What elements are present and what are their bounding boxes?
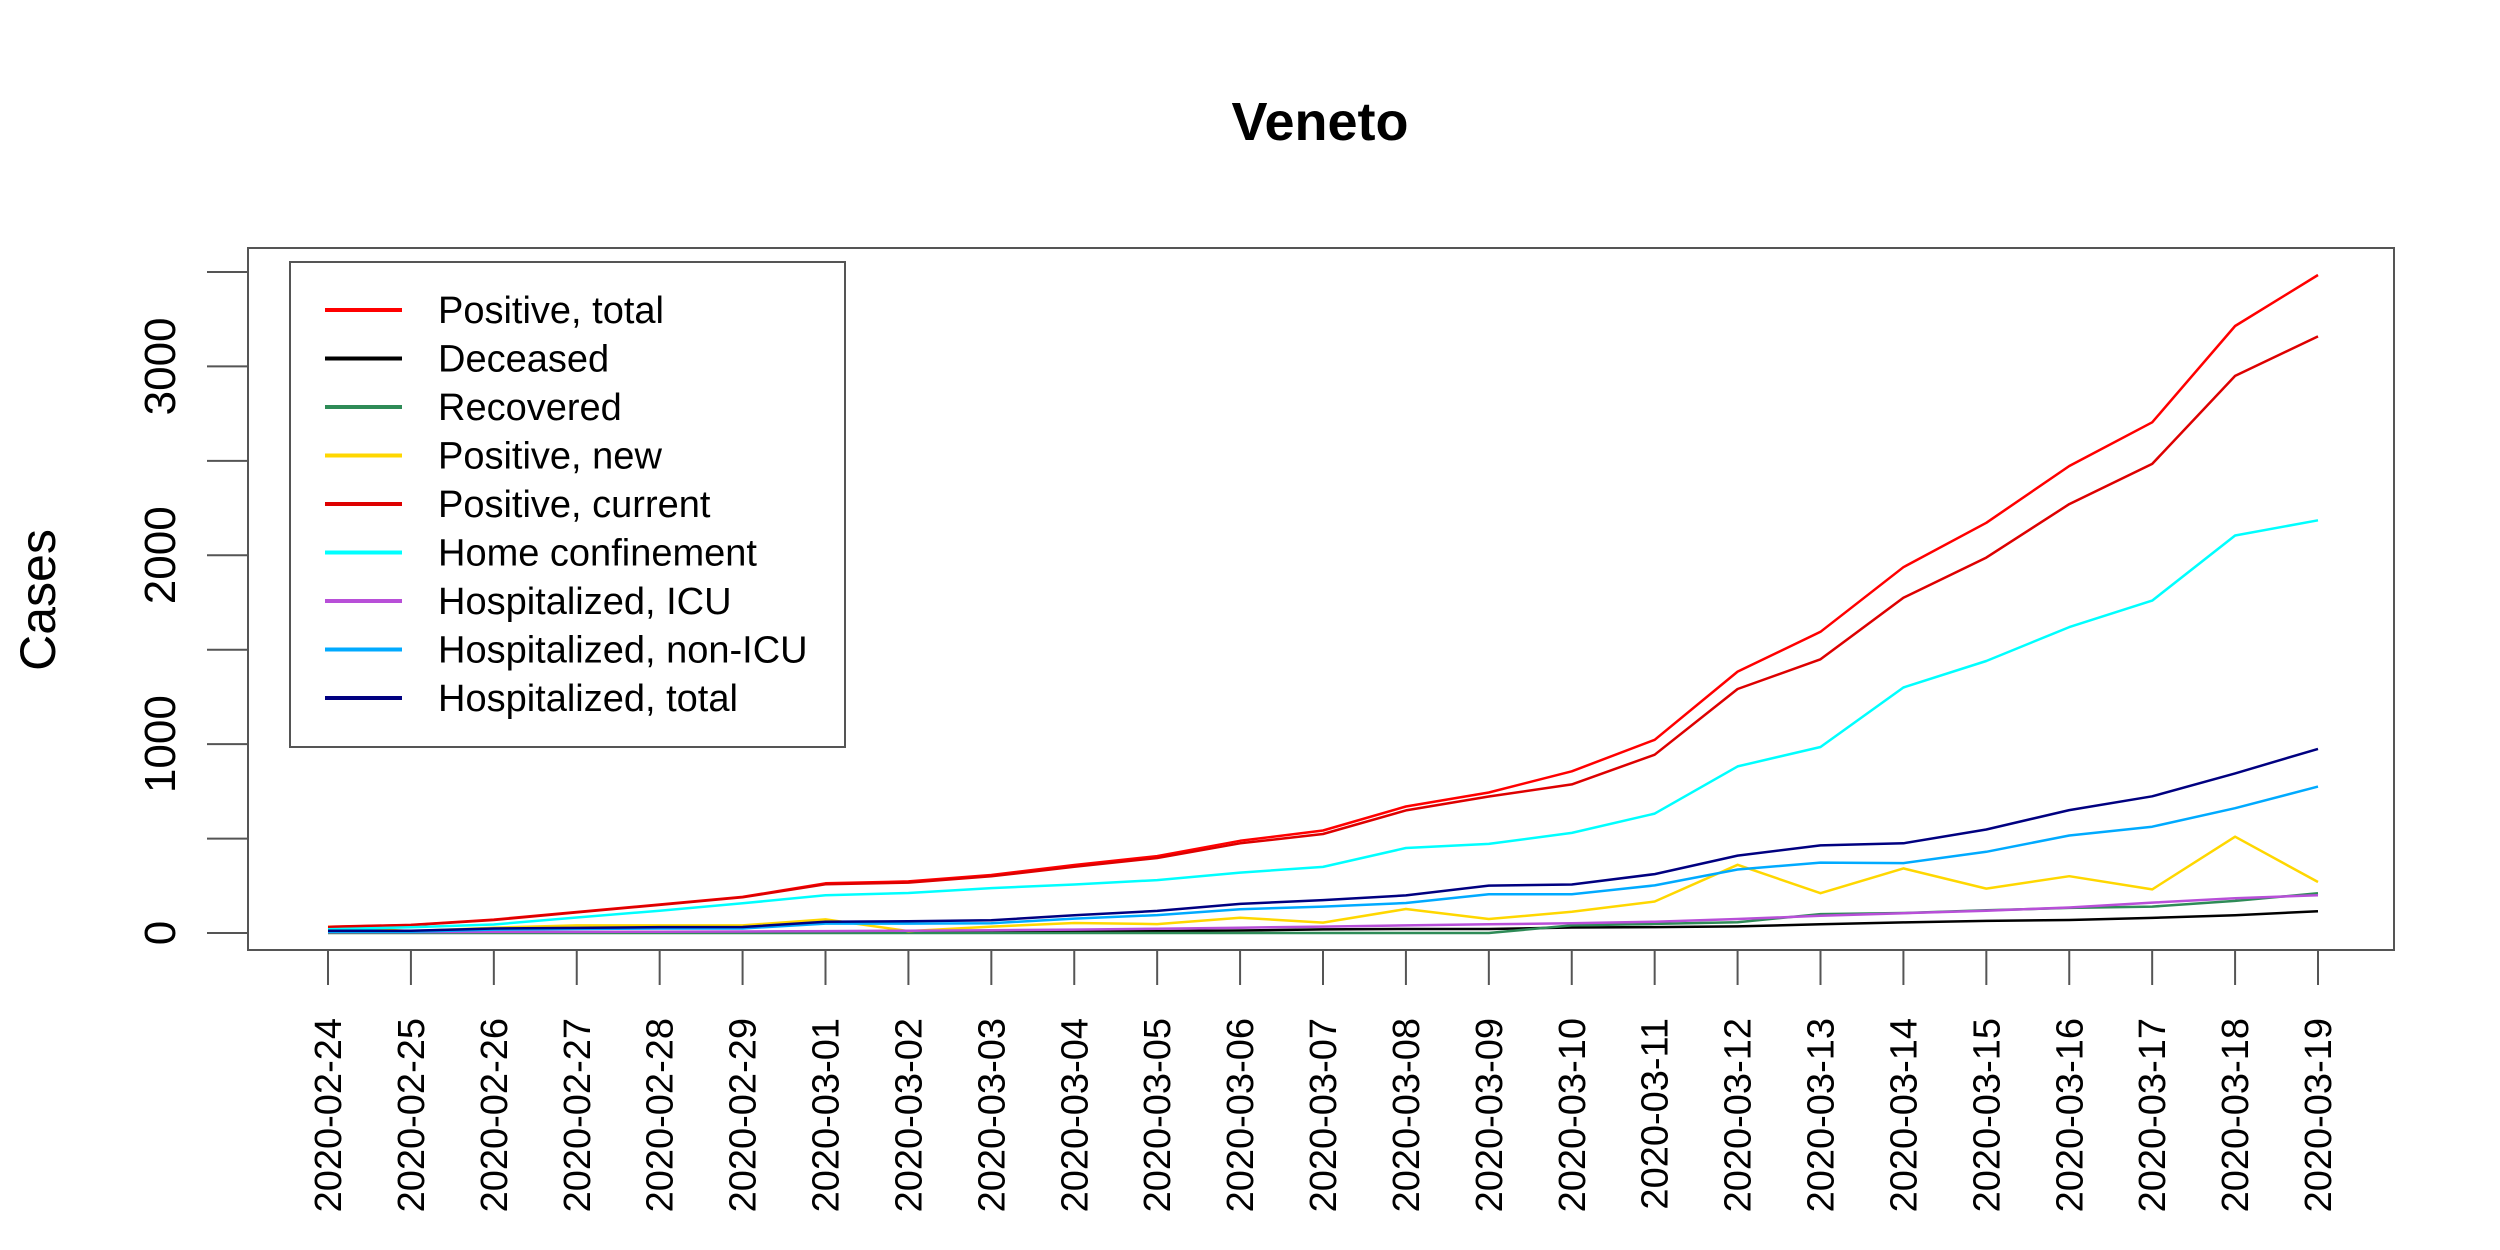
x-tick-label: 2020-02-28 (640, 1018, 682, 1212)
y-tick-label: 0 (136, 921, 185, 945)
legend-label: Positive, new (438, 436, 662, 478)
x-tick-label: 2020-02-29 (723, 1018, 765, 1212)
legend-label: Hospitalized, non-ICU (438, 630, 808, 672)
y-axis: 0 1000 2000 3000 (136, 271, 248, 945)
x-tick-label: 2020-03-08 (1386, 1018, 1428, 1212)
x-tick-label: 2020-03-05 (1137, 1018, 1179, 1212)
legend-label: Hospitalized, total (438, 678, 738, 720)
series-line-6 (328, 893, 2319, 934)
x-tick-label: 2020-03-15 (1966, 1018, 2008, 1212)
x-axis: 2020-02-24 2020-02-25 2020-02-26 2020-02-27… (308, 950, 2340, 1212)
x-tick-label: 2020-02-26 (474, 1018, 516, 1212)
x-tick-label: 2020-03-19 (2298, 1018, 2340, 1212)
legend-label: Positive, current (438, 484, 711, 526)
x-tick-label: 2020-03-12 (1718, 1018, 1760, 1212)
legend-label: Hospitalized, ICU (438, 581, 732, 623)
series-line-3 (327, 835, 2319, 933)
legend-label: Deceased (438, 339, 609, 381)
x-tick-label: 2020-03-02 (888, 1018, 930, 1212)
x-tick-label: 2020-03-03 (971, 1018, 1013, 1212)
x-tick-label: 2020-03-11 (1635, 1018, 1677, 1210)
x-tick-label: 2020-03-18 (2215, 1018, 2257, 1212)
series-line-8 (328, 747, 2319, 932)
legend: Positive, total Deceased Recovered Positive… (289, 261, 846, 748)
x-tick-label: 2020-03-17 (2132, 1018, 2174, 1212)
legend-label: Positive, total (438, 290, 664, 332)
x-tick-label: 2020-03-10 (1552, 1018, 1594, 1212)
x-tick-label: 2020-03-07 (1303, 1018, 1345, 1212)
legend-label: Recovered (438, 387, 622, 429)
x-tick-label: 2020-02-27 (557, 1018, 599, 1212)
chart-title: Veneto (1231, 92, 1408, 152)
y-tick-label: 1000 (136, 695, 185, 793)
x-tick-label: 2020-03-14 (1883, 1018, 1925, 1212)
x-tick-label: 2020-03-09 (1469, 1018, 1511, 1212)
x-tick-label: 2020-03-04 (1054, 1018, 1096, 1212)
series-line-4 (327, 335, 2319, 929)
legend-label: Home confinement (438, 533, 757, 575)
series-lines (327, 273, 2319, 935)
x-tick-label: 2020-02-25 (391, 1018, 433, 1212)
x-tick-label: 2020-03-13 (1801, 1018, 1843, 1212)
x-tick-label: 2020-03-06 (1220, 1018, 1262, 1212)
y-tick-label: 3000 (136, 317, 185, 415)
y-tick-label: 2000 (136, 506, 185, 604)
x-tick-label: 2020-03-01 (806, 1018, 848, 1212)
series-line-5 (327, 519, 2319, 931)
y-axis-label: Cases (10, 529, 66, 671)
x-tick-label: 2020-02-24 (308, 1018, 350, 1212)
series-line-7 (328, 785, 2319, 933)
plot-frame (247, 247, 2395, 951)
x-tick-label: 2020-03-16 (2049, 1018, 2091, 1212)
